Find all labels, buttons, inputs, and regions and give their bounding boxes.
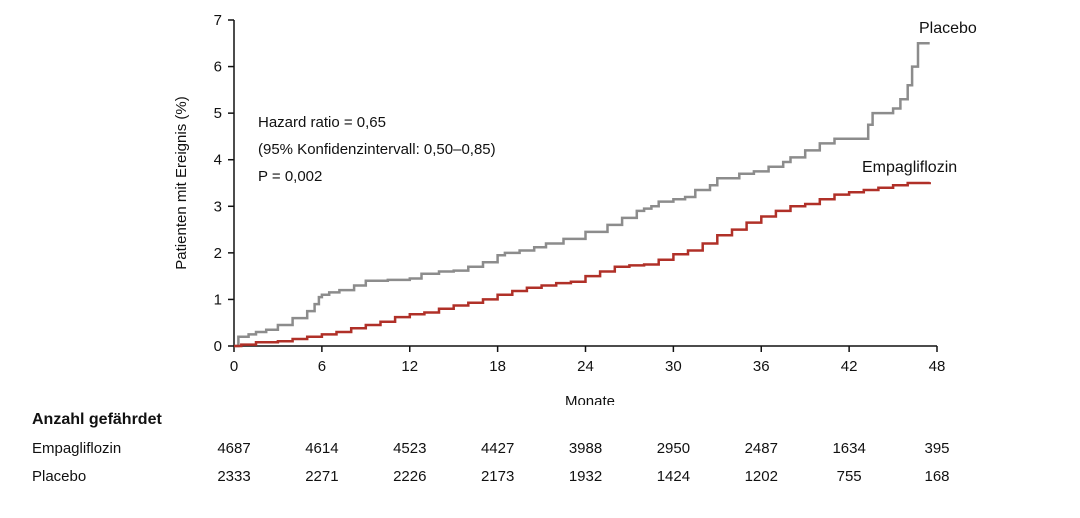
y-tick-label: 4 [214,152,222,169]
annotation-layer: Hazard ratio = 0,65 (95% Konfidenzinterv… [258,114,496,185]
y-tick-label: 6 [214,59,222,76]
y-axis-title: Patienten mit Ereignis (%) [173,96,190,269]
risk-table-cell: 1202 [744,468,778,485]
risk-table-cell: 4614 [305,440,339,457]
risk-table-cell: 2950 [656,440,691,457]
risk-table-cell: 2226 [393,468,427,485]
risk-table-cell: 3988 [568,440,603,457]
risk-table-cell: 755 [836,468,862,485]
p-value-text: P = 0,002 [258,168,322,185]
x-axis-title: Monate [565,393,615,405]
risk-row-label-empagliflozin: Empagliflozin [32,440,122,457]
x-tick-label: 48 [929,358,946,375]
risk-table-cell: 1634 [832,440,866,457]
series-label-empagliflozin: Empagliflozin [862,159,957,176]
risk-table-cell: 2487 [744,440,778,457]
series-line-placebo [234,42,930,348]
risk-table-cell: 2173 [480,468,515,485]
hazard-ratio-text: Hazard ratio = 0,65 [258,114,386,131]
risk-table-cell: 1932 [568,468,603,485]
x-tick-label: 36 [753,358,770,375]
series-layer [234,42,931,348]
x-tick-label: 12 [401,358,418,375]
risk-table-cell: 4523 [393,440,427,457]
y-tick-label: 0 [214,338,222,355]
x-tick-label: 42 [841,358,858,375]
risk-table-cell: 4427 [480,440,515,457]
risk-table-cell: 1424 [656,468,691,485]
y-tick-label: 5 [214,105,222,122]
risk-table-cell: 2271 [305,468,339,485]
y-tick-label: 7 [214,12,222,29]
x-tick-label: 30 [665,358,682,375]
risk-table-cell: 2333 [217,468,251,485]
risk-row-label-placebo: Placebo [32,468,87,485]
y-tick-label: 3 [214,198,222,215]
risk-table-title: Anzahl gefährdet [32,411,162,428]
series-line-empagliflozin [234,181,931,348]
x-tick-label: 24 [577,358,594,375]
y-tick-label: 1 [214,291,222,308]
x-tick-label: 6 [318,358,326,375]
x-tick-label: 0 [230,358,238,375]
confidence-interval-text: (95% Konfidenzintervall: 0,50–0,85) [258,141,496,158]
y-tick-label: 2 [214,245,222,262]
risk-table-cell: 168 [924,468,950,485]
risk-table-cell: 395 [924,440,950,457]
series-label-placebo: Placebo [919,20,977,37]
risk-table-cell: 4687 [217,440,251,457]
x-tick-label: 18 [489,358,506,375]
